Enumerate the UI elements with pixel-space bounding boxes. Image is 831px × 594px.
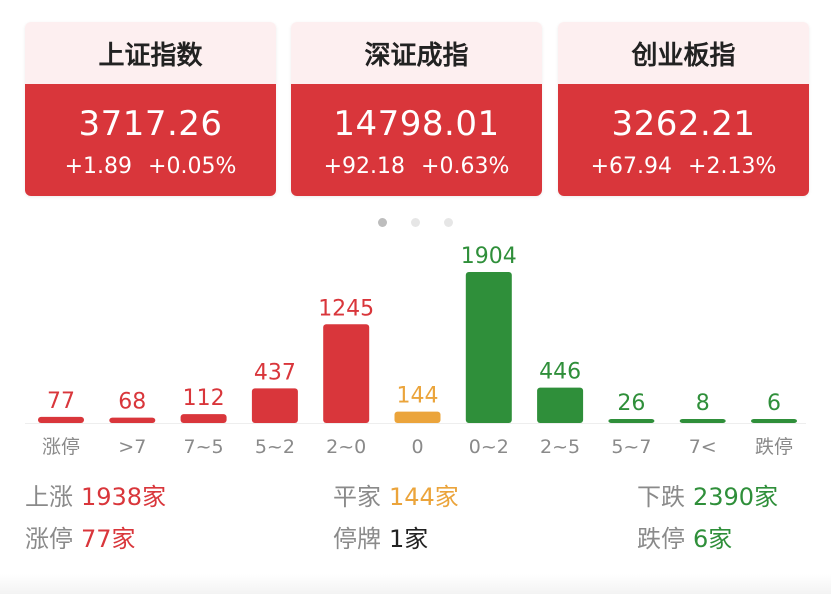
- bar-value-label: 8: [696, 391, 710, 416]
- pager-dot-active[interactable]: [378, 218, 387, 227]
- index-card-sse[interactable]: 上证指数 3717.26 +1.89 +0.05%: [25, 22, 276, 196]
- summary-limit-up-value: 77家: [81, 525, 136, 553]
- bar-4[interactable]: [323, 324, 370, 423]
- index-card-szse[interactable]: 深证成指 14798.01 +92.18 +0.63%: [291, 22, 542, 196]
- pager-dot[interactable]: [411, 218, 420, 227]
- bar-3[interactable]: [251, 388, 298, 423]
- category-label: 2~5: [540, 436, 580, 458]
- summary-down: 下跌 2390家: [637, 482, 778, 512]
- index-value: 3262.21: [611, 104, 756, 144]
- bar-value-label: 437: [254, 360, 296, 385]
- summary-down-label: 下跌: [637, 483, 685, 511]
- summary-suspended: 停牌 1家: [333, 524, 428, 554]
- index-card-chinext[interactable]: 创业板指 3262.21 +67.94 +2.13%: [558, 22, 809, 196]
- category-label: 5~7: [611, 436, 651, 458]
- summary-limit-up-label: 涨停: [25, 525, 73, 553]
- summary-up: 上涨 1938家: [25, 482, 166, 512]
- category-label: 涨停: [42, 436, 80, 458]
- index-change: +1.89: [64, 154, 133, 179]
- index-value: 3717.26: [78, 104, 223, 144]
- summary-up-label: 上涨: [25, 483, 73, 511]
- category-label: 2~0: [326, 436, 366, 458]
- carousel-pager: [0, 212, 831, 231]
- summary-limit-down-label: 跌停: [637, 525, 685, 553]
- summary-flat-value: 144家: [389, 483, 459, 511]
- index-name: 上证指数: [25, 22, 276, 84]
- bar-value-label: 6: [767, 391, 781, 416]
- index-change-pct: +0.05%: [148, 154, 237, 179]
- summary-flat: 平家 144家: [333, 482, 459, 512]
- bar-8[interactable]: [608, 419, 655, 423]
- summary-suspended-value: 1家: [389, 525, 429, 553]
- bar-value-label: 144: [397, 384, 439, 409]
- change-distribution-chart: 77涨停68>71127~54375~212452~0144019040~244…: [25, 244, 806, 458]
- index-name: 创业板指: [558, 22, 809, 84]
- summary-down-value: 2390家: [693, 483, 779, 511]
- bar-2[interactable]: [180, 414, 227, 423]
- category-label: 5~2: [255, 436, 295, 458]
- summary-flat-label: 平家: [333, 483, 381, 511]
- category-label: 0~2: [469, 436, 509, 458]
- bar-value-label: 1245: [318, 296, 374, 321]
- summary-suspended-label: 停牌: [333, 525, 381, 553]
- bar-value-label: 446: [539, 360, 581, 385]
- bar-value-label: 26: [617, 391, 645, 416]
- pager-dot[interactable]: [444, 218, 453, 227]
- bar-value-label: 112: [183, 386, 225, 411]
- category-label: 0: [411, 436, 423, 458]
- bar-1[interactable]: [109, 417, 156, 423]
- index-name: 深证成指: [291, 22, 542, 84]
- bottom-fade: [0, 574, 831, 594]
- summary-limit-up: 涨停 77家: [25, 524, 136, 554]
- bar-6[interactable]: [465, 272, 512, 423]
- category-label: 跌停: [755, 436, 793, 458]
- category-label: 7~5: [184, 436, 224, 458]
- index-change: +92.18: [323, 154, 406, 179]
- bar-9[interactable]: [679, 419, 726, 423]
- index-change-pct: +0.63%: [421, 154, 510, 179]
- bar-value-label: 1904: [461, 244, 517, 269]
- summary-limit-down: 跌停 6家: [637, 524, 732, 554]
- category-label: >7: [118, 436, 146, 458]
- bar-7[interactable]: [537, 387, 584, 423]
- bar-10[interactable]: [751, 419, 797, 423]
- category-label: 7<: [689, 436, 717, 458]
- market-summary: 上涨 1938家 涨停 77家 平家 144家 停牌 1家 下跌 2390家 跌停 6家: [0, 478, 831, 568]
- bar-0[interactable]: [38, 416, 84, 423]
- summary-limit-down-value: 6家: [693, 525, 733, 553]
- index-cards: 上证指数 3717.26 +1.89 +0.05% 深证成指 14798.01 +…: [0, 0, 831, 200]
- bar-5[interactable]: [394, 411, 441, 423]
- bar-value-label: 77: [47, 389, 75, 414]
- summary-up-value: 1938家: [81, 483, 167, 511]
- index-change-pct: +2.13%: [688, 154, 777, 179]
- index-value: 14798.01: [333, 104, 500, 144]
- index-change: +67.94: [590, 154, 673, 179]
- bar-value-label: 68: [118, 390, 146, 415]
